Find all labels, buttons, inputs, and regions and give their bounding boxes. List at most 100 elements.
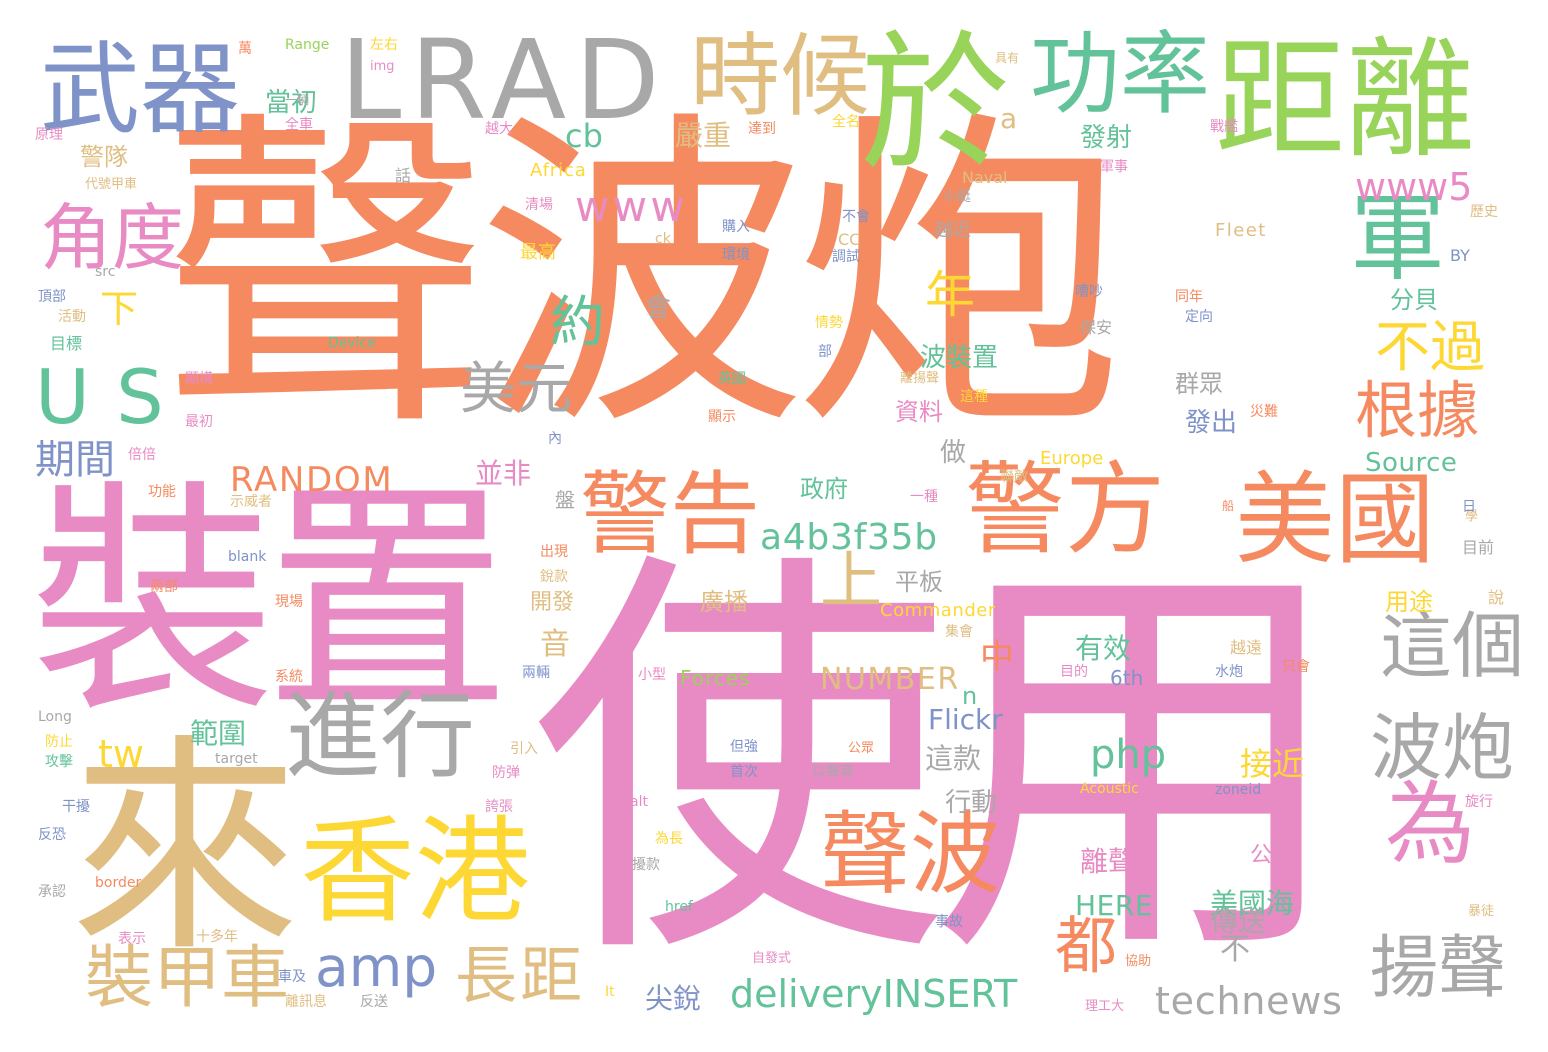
word-cloud-word: 越近 [935, 220, 971, 241]
word-cloud-word: www5 [1355, 165, 1473, 209]
word-cloud-word: 下 [100, 287, 139, 331]
word-cloud-word: 行動 [945, 788, 998, 818]
word-cloud-word: 兩部 [150, 579, 178, 595]
word-cloud-word: CC [838, 230, 861, 249]
word-cloud-word: 嘈吵 [1075, 284, 1103, 300]
word-cloud-word: 同年 [1175, 289, 1203, 305]
word-cloud-word: 聲波 [820, 802, 1000, 907]
word-cloud-word: 車及 [278, 969, 306, 985]
word-cloud-word: 香港 [300, 805, 531, 939]
word-cloud-word: 購入 [722, 219, 750, 235]
word-cloud-word: 目標 [50, 334, 83, 353]
word-cloud-word: 軍事 [1100, 159, 1128, 175]
word-cloud-word: 干擾 [62, 799, 90, 815]
word-cloud-word: 警告 [580, 462, 760, 567]
word-cloud-word: 災難 [1250, 404, 1278, 420]
word-cloud-word: 揚聲 [1370, 929, 1507, 1008]
word-cloud-word: 全名 [832, 114, 860, 130]
word-cloud-word: 學 [1465, 509, 1479, 524]
word-cloud-word: 左右 [370, 37, 398, 53]
word-cloud-word: 政府 [800, 475, 848, 503]
word-cloud-word: 6th [1110, 666, 1144, 690]
word-cloud-word: 嚴重 [675, 119, 732, 152]
word-cloud-word: 警隊 [80, 143, 128, 171]
word-cloud-word: Flickr [928, 703, 1003, 736]
word-cloud-word: src [95, 264, 116, 280]
word-cloud-word: 現場 [275, 594, 303, 610]
word-cloud-word: blank [228, 549, 267, 565]
word-cloud-word: 反恐 [38, 827, 66, 843]
word-cloud-word: 發出 [1185, 408, 1238, 438]
word-cloud-word: 代號甲車 [85, 177, 138, 192]
word-cloud-word: 年 [925, 266, 975, 324]
word-cloud-word: 這個 [1380, 604, 1525, 688]
word-cloud-word: 但強 [730, 739, 758, 755]
word-cloud-word: 接近 [1240, 745, 1305, 783]
word-cloud-word: Acoustic [1080, 781, 1139, 797]
word-cloud-word: 水炮 [1215, 664, 1243, 680]
word-cloud-word: tw [98, 732, 144, 776]
word-cloud-word: 部 [818, 344, 832, 360]
word-cloud-word: 顯構 [185, 371, 213, 387]
word-cloud-word: 有效 [1075, 632, 1132, 665]
word-cloud-word: 系統 [275, 669, 303, 685]
word-cloud-word: 聯敵 [1000, 469, 1028, 485]
word-cloud-word: 事故 [935, 914, 963, 930]
word-cloud-word: 並非 [475, 457, 532, 490]
word-cloud-word: 全車 [285, 117, 313, 133]
word-cloud-word: 反送 [360, 994, 388, 1010]
word-cloud-word: amp [315, 935, 438, 999]
word-cloud-word: 平板 [895, 568, 943, 596]
word-cloud-word: US [35, 353, 191, 441]
word-cloud-word: 約 [550, 290, 606, 354]
word-cloud-word: 目前 [1462, 538, 1495, 557]
word-cloud-word: 來 [70, 716, 301, 983]
word-cloud-word: 頂部 [38, 289, 66, 305]
word-cloud-word: 時候 [690, 24, 870, 129]
word-cloud-word: 不 [1220, 932, 1250, 967]
word-cloud-word: 攻擊 [45, 754, 73, 770]
word-cloud-word: 承認 [38, 884, 66, 900]
word-cloud-word: 美國 [1235, 461, 1435, 578]
word-cloud-word: 定向 [1185, 309, 1213, 325]
word-cloud-word: 環境 [722, 247, 750, 263]
word-cloud-word: cb [565, 117, 603, 155]
word-cloud-word: HERE [1075, 889, 1154, 922]
word-cloud-word: It [605, 984, 615, 1000]
word-cloud-word: 盤 [555, 488, 575, 512]
word-cloud-word: 調試 [832, 249, 860, 265]
word-cloud-word: 防止 [45, 734, 73, 750]
word-cloud-word: LRAD [340, 16, 669, 144]
word-cloud-word: Range [285, 37, 330, 53]
word-cloud-word: 裝置 [30, 460, 510, 745]
word-cloud-word: 會 [645, 293, 672, 323]
word-cloud-word: 公尺 [1250, 843, 1295, 868]
word-cloud-word: 為長 [655, 831, 683, 847]
word-cloud-word: 美元 [460, 357, 572, 422]
word-cloud-word: Naval [962, 168, 1008, 187]
word-cloud-word: 範圍 [190, 717, 247, 750]
word-cloud-word: 進行 [285, 682, 476, 792]
word-cloud-word: 船 [1222, 499, 1235, 513]
word-cloud-word: 最初 [185, 414, 213, 430]
word-cloud-word: 兩輛 [522, 665, 550, 681]
word-cloud-word: 最高 [520, 242, 556, 263]
word-cloud-word: 不會 [842, 209, 870, 225]
word-cloud-word: 倍倍 [128, 447, 156, 463]
word-cloud-word: img [370, 59, 395, 74]
word-cloud-word: 活動 [58, 309, 86, 325]
word-cloud-word: 擾款 [632, 857, 660, 873]
word-cloud-word: 廣播 [700, 588, 748, 616]
word-cloud-word: Europe [1040, 448, 1104, 469]
word-cloud-word: php [1090, 732, 1167, 778]
word-cloud-word: 不過 [1375, 315, 1486, 379]
word-cloud-word: Africa [530, 160, 587, 181]
word-cloud-word: zoneid [1215, 782, 1262, 798]
word-cloud-word: 具有 [995, 51, 1020, 65]
word-cloud-word: Fleet [1215, 220, 1267, 241]
word-cloud-word: 出現 [540, 544, 568, 560]
word-cloud-word: 裝甲車 [85, 939, 290, 1018]
word-cloud-word: 小型 [638, 667, 666, 683]
word-cloud-word: 暴徒 [1468, 904, 1495, 919]
word-cloud-word: 資料 [895, 398, 943, 426]
